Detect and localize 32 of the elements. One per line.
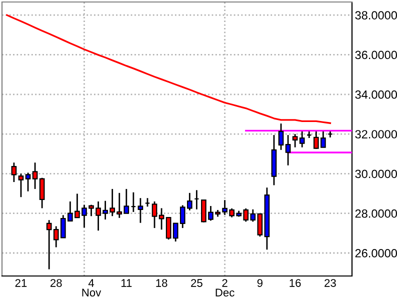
y-tick-label: 26.0000 bbox=[355, 249, 397, 258]
candlestick bbox=[18, 173, 24, 198]
x-tick-label: 16 bbox=[290, 279, 301, 287]
candlestick bbox=[25, 172, 31, 192]
y-tick-label: 28.0000 bbox=[355, 209, 397, 218]
y-tick-label: 30.0000 bbox=[355, 170, 397, 178]
x-tick-label: 11 bbox=[121, 279, 132, 287]
candlestick bbox=[257, 213, 263, 238]
x-tick-label: 9 bbox=[257, 279, 262, 287]
y-tick-label: 32.0000 bbox=[355, 130, 397, 138]
y-tick-label: 36.0000 bbox=[355, 50, 397, 60]
x-tick-label: 21 bbox=[15, 279, 27, 287]
candlestick bbox=[285, 134, 291, 166]
candlestick bbox=[11, 162, 17, 183]
candlestick bbox=[138, 197, 144, 224]
x-tick-label: 25 bbox=[191, 279, 202, 287]
candlestick bbox=[166, 216, 172, 240]
candlestick bbox=[152, 200, 158, 229]
x-tick-label: 28 bbox=[50, 279, 62, 287]
candlestick bbox=[32, 162, 38, 190]
candlestick bbox=[278, 122, 284, 151]
candlestick bbox=[39, 177, 45, 209]
x-tick-label: 2 Dec bbox=[216, 279, 234, 296]
x-tick-label: 18 bbox=[156, 279, 168, 287]
x-tick-label: 4 Nov bbox=[82, 279, 102, 296]
y-tick-label: 34.0000 bbox=[355, 90, 397, 99]
y-tick-label: 38.0000 bbox=[355, 11, 397, 20]
x-tick-label: 23 bbox=[324, 279, 336, 287]
line-series bbox=[6, 14, 332, 124]
candlestick bbox=[158, 208, 164, 230]
candlestick bbox=[292, 133, 298, 148]
candlestick bbox=[299, 130, 305, 148]
